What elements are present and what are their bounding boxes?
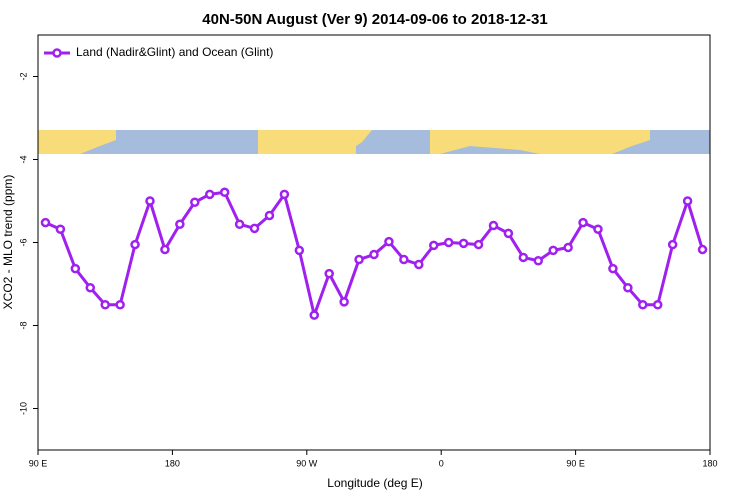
point: [593, 224, 603, 234]
x-tick-label: 180: [165, 458, 180, 468]
point: [428, 240, 439, 251]
point: [682, 196, 693, 206]
point: [115, 300, 125, 310]
point: [578, 217, 588, 228]
point: [697, 244, 708, 255]
y-tick-label: -6: [18, 238, 28, 246]
point: [190, 197, 200, 207]
point: [458, 238, 469, 249]
point: [55, 224, 66, 234]
point: [309, 310, 320, 320]
point: [40, 217, 51, 228]
point: [324, 268, 334, 279]
point: [85, 282, 96, 293]
point: [219, 187, 230, 198]
point: [279, 189, 290, 200]
point: [175, 219, 185, 229]
point: [608, 263, 618, 274]
y-tick-label: -2: [18, 72, 28, 80]
point: [100, 300, 110, 310]
chart-title: 40N-50N August (Ver 9) 2014-09-06 to 201…: [202, 11, 547, 28]
point: [384, 236, 394, 247]
point: [652, 300, 663, 310]
y-axis-label: XCO2 - MLO trend (ppm): [1, 175, 15, 310]
point: [414, 259, 424, 270]
point: [548, 245, 558, 256]
point: [533, 256, 544, 266]
point: [518, 252, 529, 263]
point: [339, 297, 349, 307]
x-tick-label: 90 W: [296, 458, 318, 468]
point: [354, 254, 364, 265]
point: [249, 223, 260, 234]
x-tick-label: 90 E: [29, 458, 48, 468]
point: [204, 189, 215, 200]
point: [473, 239, 484, 250]
legend-marker: [52, 48, 62, 58]
x-tick-label: 90 E: [566, 458, 585, 468]
point: [294, 245, 305, 256]
point: [623, 282, 633, 293]
point: [399, 254, 409, 265]
y-tick-label: -8: [18, 321, 28, 329]
y-tick-label: -4: [18, 155, 28, 163]
point: [145, 196, 155, 206]
point: [130, 239, 140, 250]
x-tick-label: 180: [702, 458, 717, 468]
point: [667, 239, 678, 250]
point: [70, 263, 81, 274]
point: [488, 220, 499, 231]
map-strip: [38, 130, 710, 154]
point: [638, 300, 648, 310]
legend-label: Land (Nadir&Glint) and Ocean (Glint): [76, 45, 273, 59]
y-tick-label: -10: [18, 402, 28, 415]
x-axis-label: Longitude (deg E): [327, 476, 422, 490]
point: [503, 228, 514, 239]
x-tick-label: 0: [439, 458, 444, 468]
point: [443, 237, 454, 248]
point: [563, 242, 573, 253]
point: [160, 244, 170, 255]
point: [369, 249, 379, 260]
point: [234, 219, 245, 229]
point: [264, 210, 275, 221]
